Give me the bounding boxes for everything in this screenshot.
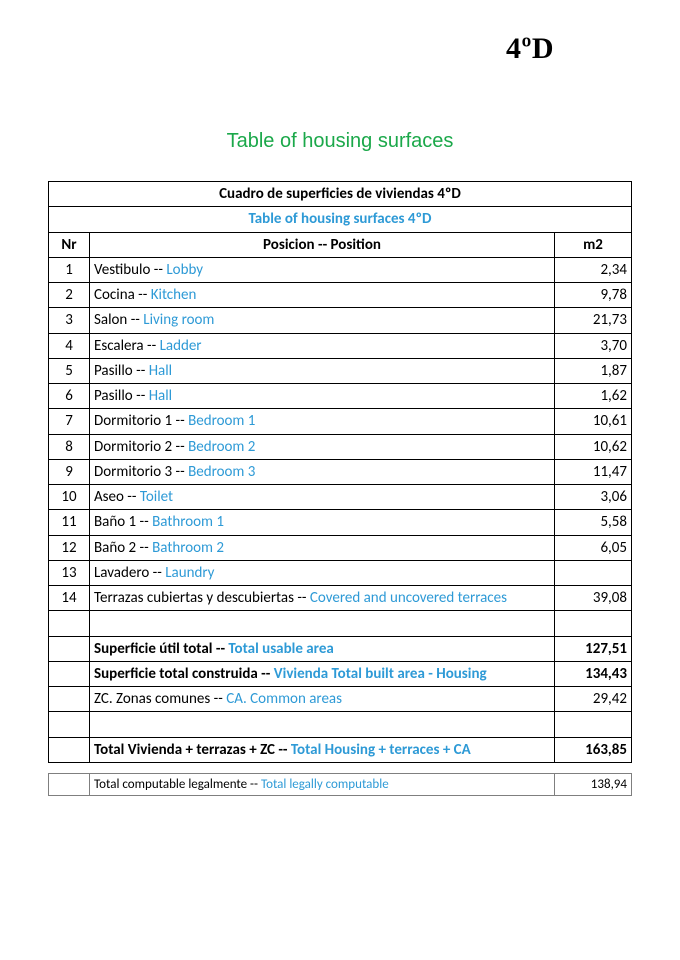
row-nr: 1 (49, 257, 90, 282)
footer-table: Total computable legalmente -- Total leg… (48, 773, 632, 797)
green-title: Table of housing surfaces (48, 130, 632, 153)
row-nr: 12 (49, 535, 90, 560)
footer-en: Total legally computable (261, 777, 389, 792)
header-nr: Nr (49, 232, 90, 257)
row-position: Lavadero -- Laundry (90, 560, 555, 585)
table-row: 1Vestibulo -- Lobby2,34 (49, 257, 632, 282)
table-row: 2Cocina -- Kitchen9,78 (49, 283, 632, 308)
row-m2: 6,05 (555, 535, 632, 560)
total-row: Superficie útil total -- Total usable ar… (49, 636, 632, 661)
row-position: Aseo -- Toilet (90, 485, 555, 510)
row-position: Escalera -- Ladder (90, 333, 555, 358)
table-title-es: Cuadro de superficies de viviendas 4ºD (49, 182, 632, 207)
row-nr: 3 (49, 308, 90, 333)
row-position: Terrazas cubiertas y descubiertas -- Cov… (90, 586, 555, 611)
row-nr: 8 (49, 434, 90, 459)
row-position: Baño 1 -- Bathroom 1 (90, 510, 555, 535)
table-row: 13Lavadero -- Laundry (49, 560, 632, 585)
row-m2: 39,08 (555, 586, 632, 611)
table-row: 4Escalera -- Ladder3,70 (49, 333, 632, 358)
row-nr: 4 (49, 333, 90, 358)
row-nr: 11 (49, 510, 90, 535)
total-m2: 127,51 (555, 636, 632, 661)
total-label: Total Vivienda + terrazas + ZC -- Total … (90, 737, 555, 762)
total-label: Superficie útil total -- Total usable ar… (90, 636, 555, 661)
total-m2: 29,42 (555, 687, 632, 712)
row-m2: 5,58 (555, 510, 632, 535)
row-position: Dormitorio 3 -- Bedroom 3 (90, 459, 555, 484)
row-m2: 3,70 (555, 333, 632, 358)
row-position: Pasillo -- Hall (90, 358, 555, 383)
footer-es: Total computable legalmente -- (94, 777, 261, 792)
unit-label: 4ºD (428, 32, 632, 66)
row-m2 (555, 560, 632, 585)
row-position: Baño 2 -- Bathroom 2 (90, 535, 555, 560)
total-row: ZC. Zonas comunes -- CA. Common areas29,… (49, 687, 632, 712)
total-label: ZC. Zonas comunes -- CA. Common areas (90, 687, 555, 712)
table-title-en: Table of housing surfaces 4ºD (49, 207, 632, 232)
row-position: Cocina -- Kitchen (90, 283, 555, 308)
table-row: 5Pasillo -- Hall1,87 (49, 358, 632, 383)
row-m2: 1,62 (555, 384, 632, 409)
row-m2: 3,06 (555, 485, 632, 510)
row-nr: 10 (49, 485, 90, 510)
row-m2: 10,62 (555, 434, 632, 459)
table-row: 6Pasillo -- Hall1,62 (49, 384, 632, 409)
row-nr: 5 (49, 358, 90, 383)
total-row: Superficie total construida -- Vivienda … (49, 661, 632, 686)
total-m2: 134,43 (555, 661, 632, 686)
row-m2: 10,61 (555, 409, 632, 434)
table-row: 12Baño 2 -- Bathroom 26,05 (49, 535, 632, 560)
spacer-row (49, 611, 632, 636)
row-m2: 21,73 (555, 308, 632, 333)
row-position: Pasillo -- Hall (90, 384, 555, 409)
row-m2: 1,87 (555, 358, 632, 383)
footer-m2: 138,94 (555, 773, 632, 796)
table-row: 9Dormitorio 3 -- Bedroom 311,47 (49, 459, 632, 484)
header-position: Posicion -- Position (90, 232, 555, 257)
table-row: 7Dormitorio 1 -- Bedroom 110,61 (49, 409, 632, 434)
row-position: Dormitorio 1 -- Bedroom 1 (90, 409, 555, 434)
table-row: 10Aseo -- Toilet3,06 (49, 485, 632, 510)
total-label: Superficie total construida -- Vivienda … (90, 661, 555, 686)
total-m2: 163,85 (555, 737, 632, 762)
table-row: 11Baño 1 -- Bathroom 15,58 (49, 510, 632, 535)
table-row: 3Salon -- Living room21,73 (49, 308, 632, 333)
row-nr: 7 (49, 409, 90, 434)
row-nr: 9 (49, 459, 90, 484)
total-row: Total Vivienda + terrazas + ZC -- Total … (49, 737, 632, 762)
row-nr: 14 (49, 586, 90, 611)
row-m2: 9,78 (555, 283, 632, 308)
surfaces-table: Cuadro de superficies de viviendas 4ºD T… (48, 181, 632, 763)
row-nr: 2 (49, 283, 90, 308)
footer-row: Total computable legalmente -- Total leg… (49, 773, 632, 796)
row-position: Dormitorio 2 -- Bedroom 2 (90, 434, 555, 459)
row-position: Salon -- Living room (90, 308, 555, 333)
row-nr: 13 (49, 560, 90, 585)
row-nr: 6 (49, 384, 90, 409)
row-position: Vestibulo -- Lobby (90, 257, 555, 282)
header-m2: m2 (555, 232, 632, 257)
spacer-row (49, 712, 632, 737)
table-row: 14Terrazas cubiertas y descubiertas -- C… (49, 586, 632, 611)
page: 4ºD Table of housing surfaces Cuadro de … (0, 0, 680, 960)
table-row: 8Dormitorio 2 -- Bedroom 210,62 (49, 434, 632, 459)
row-m2: 2,34 (555, 257, 632, 282)
row-m2: 11,47 (555, 459, 632, 484)
